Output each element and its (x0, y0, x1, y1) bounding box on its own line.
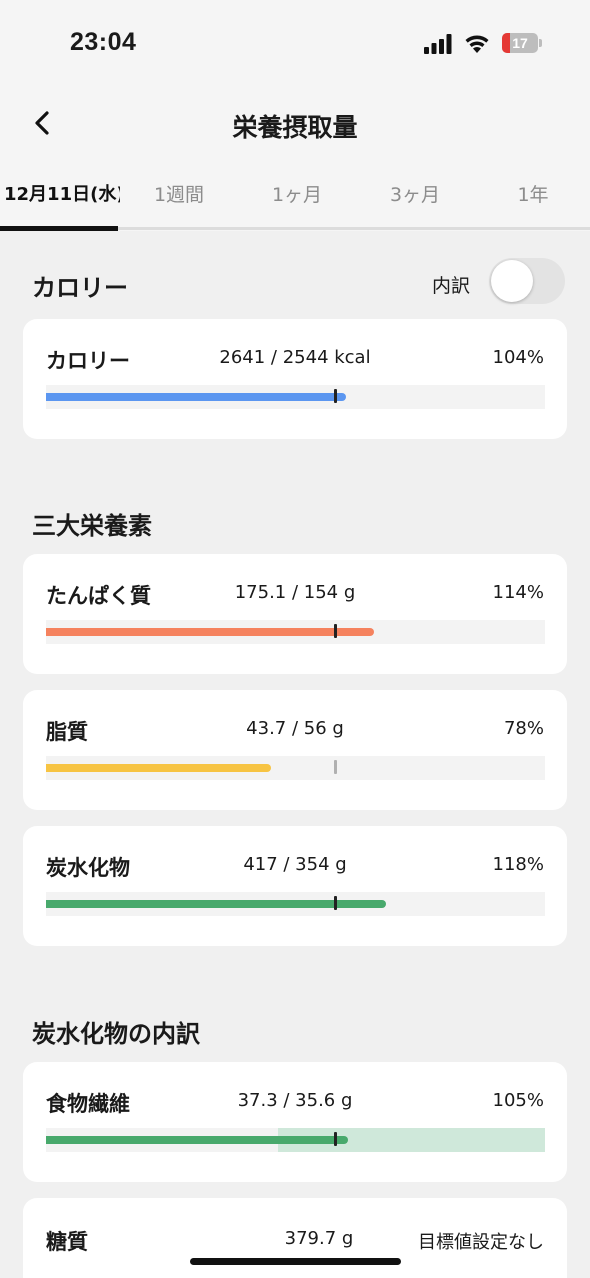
breakdown-toggle[interactable] (489, 258, 565, 304)
period-tabs: 12月11日(水) 1週間 1ヶ月 3ヶ月 1年 (0, 160, 590, 231)
progress-track (46, 385, 545, 409)
battery-level: 17 (512, 35, 528, 51)
nutrient-card-calorie[interactable]: カロリー 2641 / 2544 kcal 104% (23, 319, 567, 439)
nav-header: 栄養摂取量 (0, 90, 590, 160)
no-target-label: 目標値設定なし (418, 1232, 544, 1253)
status-bar: 23:04 17 (0, 0, 590, 90)
target-marker (334, 896, 337, 910)
nutrient-percent: 104% (492, 347, 544, 368)
home-indicator[interactable] (190, 1258, 401, 1265)
target-marker (334, 389, 337, 403)
progress-bar-carb (46, 900, 386, 908)
tab-3months[interactable]: 3ヶ月 (389, 184, 441, 206)
tab-week[interactable]: 1週間 (153, 184, 205, 206)
nutrient-name: たんぱく質 (46, 584, 151, 608)
progress-bar-fat (46, 764, 271, 772)
tab-year[interactable]: 1年 (517, 184, 549, 206)
nutrient-percent: 105% (492, 1090, 544, 1111)
tab-month[interactable]: 1ヶ月 (271, 184, 323, 206)
page-title: 栄養摂取量 (232, 113, 358, 142)
nutrient-percent: 114% (492, 582, 544, 603)
nutrient-value: 43.7 / 56 g (246, 718, 344, 739)
nutrient-value: 379.7 g (284, 1228, 354, 1249)
back-chevron-icon[interactable] (28, 108, 58, 138)
section-title-macros: 三大栄養素 (32, 512, 152, 540)
nutrient-name: 炭水化物 (46, 856, 130, 880)
nutrient-value: 175.1 / 154 g (234, 582, 356, 603)
progress-bar-fiber (46, 1136, 348, 1144)
nutrient-card-fat[interactable]: 脂質 43.7 / 56 g 78% (23, 690, 567, 810)
nutrient-card-fiber[interactable]: 食物繊維 37.3 / 35.6 g 105% (23, 1062, 567, 1182)
progress-track (46, 892, 545, 916)
nutrient-card-protein[interactable]: たんぱく質 175.1 / 154 g 114% (23, 554, 567, 674)
target-marker (334, 624, 337, 638)
wifi-icon (465, 35, 489, 53)
progress-bar-protein (46, 628, 374, 636)
battery-icon: 17 (502, 33, 538, 53)
nutrient-percent: 118% (492, 854, 544, 875)
nutrient-name: 脂質 (46, 720, 88, 744)
progress-bar-calorie (46, 393, 346, 401)
nutrition-content[interactable]: カロリー 内訳 カロリー 2641 / 2544 kcal 104% 三大栄養素… (0, 231, 590, 1278)
nutrient-card-sugar[interactable]: 糖質 379.7 g 目標値設定なし (23, 1198, 567, 1278)
breakdown-toggle-label: 内訳 (432, 275, 471, 297)
tab-day[interactable]: 12月11日(水) (4, 184, 120, 205)
progress-track (46, 1128, 545, 1152)
nutrient-name: 糖質 (46, 1230, 88, 1254)
nutrient-percent: 78% (503, 718, 544, 739)
nutrient-value: 37.3 / 35.6 g (237, 1090, 353, 1111)
nutrient-name: カロリー (46, 349, 130, 373)
tab-active-indicator (0, 226, 118, 231)
progress-track (46, 620, 545, 644)
progress-track (46, 756, 545, 780)
nutrient-value: 417 / 354 g (243, 854, 347, 875)
nutrient-card-carb[interactable]: 炭水化物 417 / 354 g 118% (23, 826, 567, 946)
nutrient-value: 2641 / 2544 kcal (219, 347, 371, 368)
target-marker (334, 1132, 337, 1146)
status-time: 23:04 (70, 28, 137, 56)
target-marker (334, 760, 337, 774)
section-title-calorie: カロリー (32, 274, 128, 302)
cellular-signal-icon (424, 34, 452, 54)
section-title-carb-breakdown: 炭水化物の内訳 (32, 1020, 200, 1048)
nutrient-name: 食物繊維 (46, 1092, 130, 1116)
